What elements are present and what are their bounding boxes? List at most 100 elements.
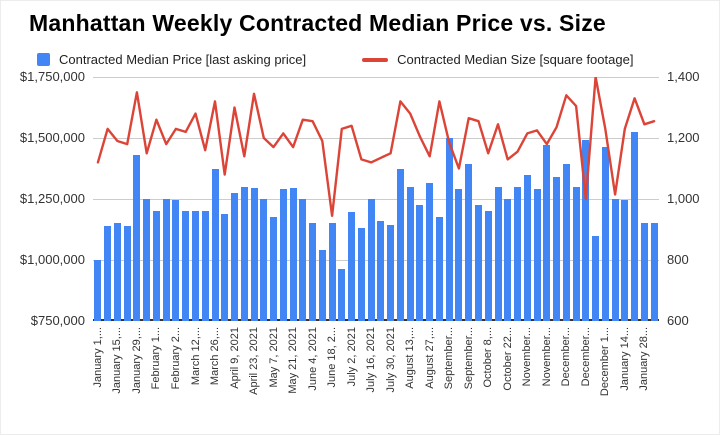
y-left-tick-label: $1,500,000 xyxy=(19,130,85,145)
price-bar xyxy=(221,213,229,321)
price-bar xyxy=(494,186,502,321)
price-bar xyxy=(270,217,277,321)
gridline xyxy=(93,260,659,261)
price-bar xyxy=(640,223,648,321)
price-bar xyxy=(514,186,521,321)
price-bar xyxy=(543,145,551,321)
legend-item-price: Contracted Median Price [last asking pri… xyxy=(37,52,306,67)
x-tick-label: January 29,... xyxy=(130,327,143,394)
price-bar xyxy=(465,163,473,321)
price-bar xyxy=(601,147,609,321)
x-tick-label: August 13,... xyxy=(404,327,417,389)
price-bar xyxy=(553,177,560,321)
price-bar xyxy=(455,189,463,321)
x-tick-label: July 30, 2021 xyxy=(384,327,397,393)
price-bar xyxy=(348,212,356,321)
price-bar xyxy=(231,192,238,321)
x-tick-label: December 1... xyxy=(599,327,612,397)
x-tick-label: June 18, 2... xyxy=(326,327,339,388)
y-right-tick-label: 600 xyxy=(667,313,689,328)
x-tick-label: December... xyxy=(560,327,573,387)
price-bar xyxy=(201,211,209,321)
price-bar xyxy=(309,223,317,321)
legend-label-price: Contracted Median Price [last asking pri… xyxy=(59,52,307,67)
x-tick-label: January 1,... xyxy=(91,327,104,388)
price-bar xyxy=(357,228,365,321)
price-bar xyxy=(152,211,160,321)
price-bar xyxy=(289,188,297,321)
x-tick-label: July 2, 2021 xyxy=(345,327,358,387)
y-right-tick-label: 1,400 xyxy=(667,69,700,84)
y-right-tick-label: 1,000 xyxy=(667,191,700,206)
price-bar xyxy=(172,200,180,321)
price-bar xyxy=(426,183,434,321)
price-bar xyxy=(504,199,512,321)
price-bar xyxy=(143,199,151,321)
price-bar xyxy=(572,186,580,321)
size-series-swatch-icon xyxy=(362,57,389,62)
price-bar xyxy=(94,260,102,321)
x-axis: January 1,... January 15,... January 29,..… xyxy=(91,321,659,421)
price-bar xyxy=(475,205,482,321)
price-bar xyxy=(260,199,268,321)
plot-area xyxy=(93,77,659,321)
x-tick-label: December... xyxy=(579,327,592,387)
x-tick-label: September... xyxy=(443,327,456,390)
plot-region: $1,750,000 $1,500,000 $1,250,000 $1,000,000… xyxy=(1,69,719,328)
price-bar xyxy=(318,250,326,321)
x-tick-label: October 8,... xyxy=(482,327,495,388)
price-bar xyxy=(211,168,219,321)
price-bar xyxy=(533,189,541,321)
price-bar xyxy=(113,223,121,321)
legend-label-size: Contracted Median Size [square footage] xyxy=(397,52,634,67)
x-tick-label: February 2... xyxy=(169,327,182,390)
y-left-tick-label: $1,750,000 xyxy=(19,69,85,84)
x-tick-label: September... xyxy=(462,327,475,390)
price-bar xyxy=(621,200,629,321)
y-right-tick-label: 800 xyxy=(667,252,689,267)
legend: Contracted Median Price [last asking pri… xyxy=(37,52,719,67)
price-bar xyxy=(631,131,639,321)
price-bar xyxy=(484,211,492,321)
y-left-tick-label: $750,000 xyxy=(30,313,85,328)
price-bar xyxy=(611,199,619,321)
y-left-tick-label: $1,000,000 xyxy=(19,252,85,267)
gridline xyxy=(93,138,659,139)
price-bar xyxy=(279,189,287,321)
price-bar xyxy=(445,138,453,321)
price-bar xyxy=(240,186,248,321)
price-bar xyxy=(104,225,112,321)
x-tick-label: January 15,... xyxy=(111,327,124,394)
x-tick-label: February 1... xyxy=(150,327,163,390)
chart-title: Manhattan Weekly Contracted Median Price… xyxy=(29,10,606,36)
gridline xyxy=(93,77,659,78)
price-series-swatch-icon xyxy=(37,53,50,66)
price-bar xyxy=(299,199,307,321)
x-tick-label: April 23, 2021 xyxy=(248,327,260,395)
price-bar xyxy=(582,140,590,321)
price-bar xyxy=(396,168,404,321)
price-bar xyxy=(592,235,600,321)
price-bar xyxy=(377,221,385,321)
price-bar xyxy=(650,223,658,321)
x-tick-label: November... xyxy=(540,327,553,387)
x-tick-label: January 28... xyxy=(638,327,651,391)
price-bar xyxy=(387,224,395,321)
price-bar xyxy=(367,199,375,321)
x-tick-label: August 27,... xyxy=(423,327,436,389)
x-tick-label: March 12,... xyxy=(189,327,202,386)
y-axis-right: 1,400 1,200 1,000 800 600 xyxy=(659,69,719,328)
price-bar xyxy=(250,188,258,321)
price-bar xyxy=(182,211,190,321)
price-bar xyxy=(523,174,531,321)
price-bar xyxy=(416,205,424,321)
price-bar xyxy=(123,225,131,321)
legend-item-size: Contracted Median Size [square footage] xyxy=(362,52,633,67)
price-bar xyxy=(162,199,170,321)
x-tick-label: May 7, 2021 xyxy=(267,327,280,388)
x-tick-label: October 22... xyxy=(501,327,514,391)
y-left-tick-label: $1,250,000 xyxy=(19,191,85,206)
price-bar xyxy=(133,155,141,321)
y-right-tick-label: 1,200 xyxy=(667,130,700,145)
